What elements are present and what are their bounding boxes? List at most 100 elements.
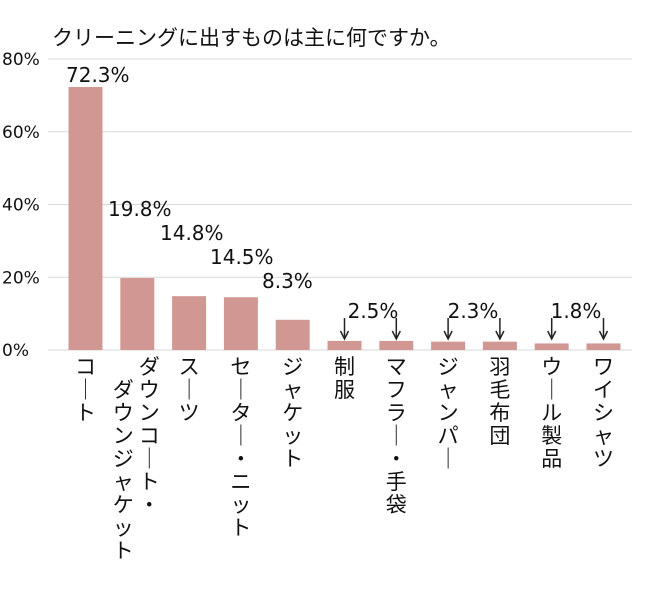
x-tick-label: コ｜ト: [75, 355, 96, 425]
x-tick-char: ラ: [386, 401, 407, 425]
y-tick-label: 20%: [2, 268, 40, 288]
x-tick-char: ｜: [75, 378, 96, 402]
y-tick-label: 0%: [2, 341, 29, 361]
x-tick-char: ｜: [179, 378, 200, 402]
label-arrow-head: [339, 330, 350, 341]
x-tick-char: 手: [386, 470, 407, 494]
x-tick-char: ッ: [282, 424, 303, 448]
bar: [431, 341, 466, 350]
x-tick-char: ト: [282, 447, 303, 471]
x-tick-char: タ: [230, 401, 251, 425]
bar: [586, 343, 621, 350]
x-tick-char: ル: [541, 401, 562, 425]
x-tick-char: 服: [334, 378, 355, 402]
x-tick-char: セ: [230, 355, 251, 379]
label-arrow-head: [598, 330, 609, 341]
x-tick-char: 製: [541, 424, 562, 448]
label-arrow-head: [547, 330, 557, 341]
data-label: 14.5%: [210, 245, 274, 269]
x-tick-char: 布: [489, 401, 510, 425]
x-tick-char: ン: [113, 424, 134, 448]
x-tick-char: ｜: [386, 424, 407, 448]
x-tick-char: ｜: [541, 378, 562, 402]
x-tick-char: ケ: [113, 493, 134, 517]
x-tick-char: 羽: [489, 355, 510, 379]
x-tick-char: ウ: [113, 401, 134, 425]
bar: [68, 87, 103, 350]
label-arrow-head: [391, 330, 401, 341]
data-label: 14.8%: [160, 221, 224, 245]
data-label: 2.5%: [348, 299, 399, 323]
x-tick-label: ス｜ツ: [179, 355, 200, 425]
x-tick-label: ワイシャツ: [593, 355, 614, 471]
x-tick-char: 袋: [386, 493, 407, 517]
x-tick-char: ト: [75, 401, 96, 425]
x-tick-char: 毛: [489, 378, 510, 402]
x-tick-char: ニ: [230, 470, 251, 494]
x-tick-label: セ｜タ｜・ニット: [230, 355, 251, 540]
bar: [482, 341, 517, 350]
x-tick-char: ・: [230, 447, 251, 471]
bar: [120, 277, 155, 350]
x-tick-char: ｜: [139, 447, 160, 471]
x-tick-char: パ: [438, 424, 459, 448]
x-tick-char: コ: [139, 424, 160, 448]
x-tick-label: マフラ｜・手袋: [386, 355, 407, 517]
x-tick-char: ス: [179, 355, 200, 379]
x-tick-label: 制服: [334, 355, 355, 402]
x-tick-char: コ: [75, 355, 96, 379]
x-tick-char: ャ: [593, 424, 614, 448]
x-tick-label: ジャンパ｜: [438, 355, 459, 471]
x-tick-char: ワ: [593, 355, 614, 379]
x-tick-char: ｜: [438, 447, 459, 471]
data-label: 8.3%: [262, 269, 313, 293]
bar: [223, 297, 258, 350]
x-tick-label: ダウンコ｜ト・ダウンジャケット: [113, 355, 160, 563]
y-tick-label: 80%: [2, 50, 40, 70]
data-label: 2.3%: [448, 299, 499, 323]
data-label: 1.8%: [551, 299, 602, 323]
x-tick-char: ウ: [139, 378, 160, 402]
data-label: 72.3%: [66, 63, 130, 87]
x-tick-char: ッ: [230, 493, 251, 517]
bar: [172, 296, 207, 350]
x-tick-char: ダ: [113, 378, 134, 402]
x-tick-char: イ: [593, 378, 614, 402]
x-tick-char: ・: [386, 447, 407, 471]
x-tick-char: ｜: [230, 378, 251, 402]
bar: [379, 340, 414, 350]
x-tick-char: ャ: [282, 378, 303, 402]
x-tick-char: 品: [541, 447, 562, 471]
x-tick-char: ジ: [282, 355, 303, 379]
x-tick-char: フ: [386, 378, 407, 402]
x-tick-char: マ: [386, 355, 407, 379]
y-tick-label: 60%: [2, 123, 40, 143]
x-tick-label: 羽毛布団: [489, 355, 510, 448]
x-tick-char: ｜: [230, 424, 251, 448]
label-arrow-head: [495, 330, 505, 341]
x-tick-char: ャ: [113, 470, 134, 494]
x-tick-char: ト: [113, 539, 134, 563]
x-tick-char: ン: [139, 401, 160, 425]
chart-title: クリーニングに出すものは主に何ですか。: [52, 26, 451, 50]
x-tick-char: ト: [139, 470, 160, 494]
y-tick-label: 40%: [2, 196, 40, 216]
x-tick-char: ン: [438, 401, 459, 425]
x-tick-char: ウ: [541, 355, 562, 379]
x-tick-char: ャ: [438, 378, 459, 402]
x-tick-char: ジ: [438, 355, 459, 379]
x-tick-char: ・: [139, 493, 160, 517]
x-tick-char: ケ: [282, 401, 303, 425]
x-tick-label: ジャケット: [282, 355, 303, 471]
x-tick-char: ッ: [113, 516, 134, 540]
x-tick-char: ジ: [113, 447, 134, 471]
bar: [327, 340, 362, 350]
x-tick-char: ダ: [139, 355, 160, 379]
x-tick-label: ウ｜ル製品: [541, 355, 562, 471]
x-tick-char: 団: [489, 424, 510, 448]
bar: [275, 319, 310, 350]
label-arrow-head: [443, 330, 453, 341]
x-tick-char: ト: [230, 516, 251, 540]
x-tick-char: シ: [593, 401, 614, 425]
